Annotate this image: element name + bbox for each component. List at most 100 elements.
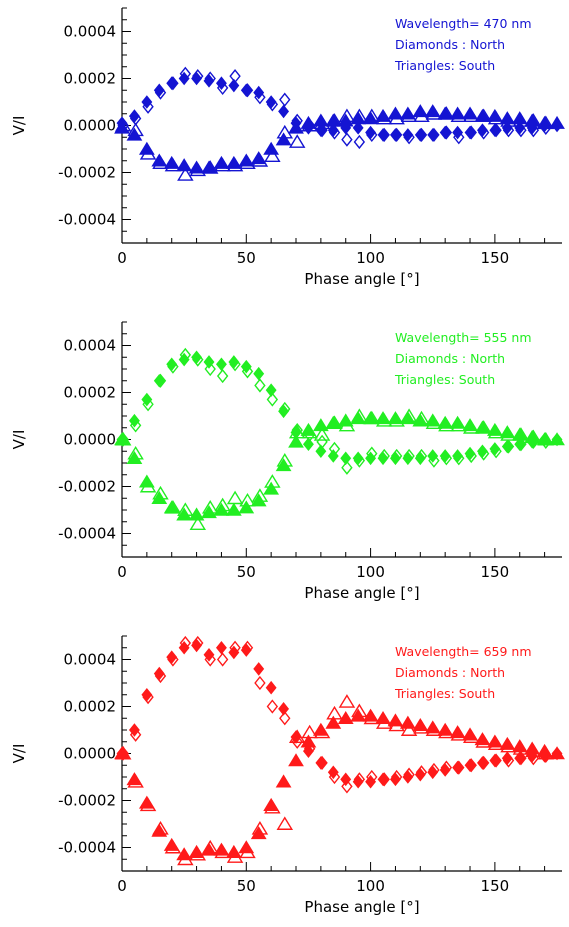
diamond-open-point [366, 769, 378, 785]
y-axis-title: V/I [10, 116, 28, 136]
triangle-filled-point [151, 490, 168, 504]
diamond-open-point [241, 83, 254, 98]
triangle-open-point [475, 734, 492, 748]
triangle-open-point [251, 153, 269, 167]
diamond-open-point [254, 90, 266, 105]
diamond-open-point [279, 711, 291, 726]
diamond-open-point [341, 460, 353, 475]
triangle-open-point [388, 717, 405, 732]
triangle-open-point [525, 429, 542, 444]
triangle-open-point [525, 743, 542, 758]
diamond-open-point [353, 453, 366, 468]
triangle-open-point [177, 167, 194, 181]
triangle-open-point [351, 408, 368, 422]
triangle-open-point [288, 424, 306, 439]
triangle-open-point [201, 160, 219, 174]
x-tick-label: 100 [356, 563, 385, 581]
diamond-open-point [179, 635, 192, 651]
diamond-open-point [502, 123, 515, 138]
legend-annotation: Diamonds : North [395, 665, 505, 680]
diamond-open-point [490, 753, 502, 768]
diamond-filled-point [253, 662, 265, 676]
diamond-open-point [291, 422, 303, 438]
triangle-open-point [338, 694, 356, 708]
triangle-open-point [537, 115, 555, 130]
triangle-filled-point [250, 151, 267, 165]
triangle-open-point [276, 452, 294, 467]
triangle-filled-point [225, 155, 242, 169]
triangle-open-point [214, 497, 231, 512]
y-tick-label: 0.0002 [64, 70, 117, 88]
diamond-filled-point [477, 756, 488, 770]
diamond-filled-point [464, 125, 476, 140]
diamond-filled-point [377, 772, 389, 787]
triangle-open-point [114, 431, 132, 446]
legend-annotation: Wavelength= 555 nm [395, 330, 532, 345]
diamond-open-point [477, 125, 490, 140]
triangle-filled-point [288, 434, 304, 448]
triangle-open-point [226, 490, 244, 505]
triangle-open-point [512, 427, 530, 441]
y-tick-label: 0.0000 [64, 431, 117, 449]
diamond-open-point [341, 132, 353, 147]
legend-annotation: Wavelength= 470 nm [395, 16, 532, 31]
triangle-filled-point [188, 844, 205, 858]
diamond-open-point [428, 453, 440, 468]
diamond-open-point [378, 448, 390, 464]
y-tick-label: 0.0004 [64, 651, 117, 669]
chart-panel-555nm: 0 50 100 150 -0.0004 -0.0002 0.0000 0.0002 0.000… [10, 321, 565, 602]
diamond-open-point [266, 97, 279, 112]
triangle-open-point [487, 110, 505, 125]
diamond-open-point [390, 448, 403, 464]
triangle-open-point [351, 108, 368, 123]
triangle-open-point [276, 124, 294, 139]
triangle-filled-point [549, 746, 565, 760]
diamond-open-point [415, 127, 428, 143]
diamond-open-point [241, 640, 254, 655]
diamond-open-point [279, 401, 291, 417]
diamond-open-point [204, 71, 216, 86]
diamond-open-point [254, 675, 266, 691]
y-tick-label: 0.0002 [64, 384, 117, 402]
triangle-filled-point [325, 715, 342, 729]
x-tick-label: 150 [481, 249, 510, 267]
triangle-open-point [326, 415, 343, 429]
diamond-open-point [154, 85, 167, 100]
triangle-open-point [450, 727, 468, 741]
diamond-open-point [502, 439, 515, 454]
triangle-open-point [338, 108, 356, 123]
y-tick-label: -0.0002 [58, 164, 116, 182]
x-tick-label: 0 [117, 877, 127, 895]
triangle-open-point [201, 839, 219, 854]
triangle-open-point [127, 774, 144, 788]
y-tick-label: -0.0002 [58, 478, 116, 496]
triangle-open-point [226, 849, 244, 863]
triangle-open-point [226, 157, 244, 172]
triangle-open-point [462, 729, 480, 743]
y-tick-label: -0.0004 [58, 525, 116, 543]
diamond-open-point [328, 125, 341, 140]
diamond-filled-point [452, 760, 464, 775]
triangle-open-point [313, 115, 331, 130]
triangle-filled-point [337, 113, 354, 127]
diamond-open-point [192, 635, 204, 651]
triangle-filled-point [238, 500, 255, 514]
diamond-open-point [167, 359, 179, 374]
triangle-open-point [400, 108, 418, 123]
triangle-open-point [438, 106, 455, 120]
x-axis-title: Phase angle [°] [304, 898, 419, 916]
triangle-open-point [288, 134, 306, 148]
diamond-open-point [129, 727, 142, 742]
triangle-open-point [177, 851, 194, 866]
diamond-open-point [216, 80, 229, 96]
x-tick-label: 50 [237, 249, 256, 267]
diamond-open-point [515, 437, 527, 452]
triangle-open-point [239, 844, 256, 859]
triangle-open-point [375, 110, 393, 125]
diamond-open-point [515, 751, 527, 766]
diamond-filled-point [166, 76, 178, 91]
diamond-open-point [216, 652, 229, 667]
diamond-filled-point [352, 121, 364, 135]
triangle-filled-point [399, 106, 416, 120]
